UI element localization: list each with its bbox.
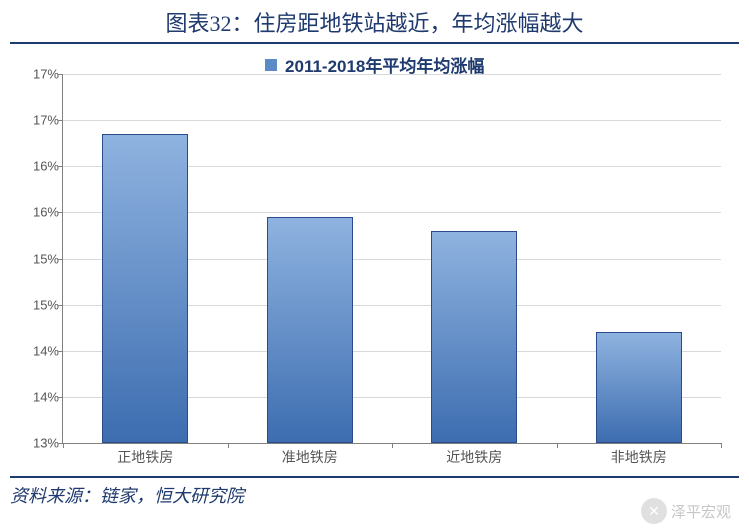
y-axis-label: 15% <box>23 297 59 312</box>
wechat-icon: ✕ <box>641 498 667 524</box>
watermark: ✕ 泽平宏观 <box>641 498 731 524</box>
y-axis-label: 17% <box>23 113 59 128</box>
y-axis-label: 14% <box>23 343 59 358</box>
x-axis-label: 准地铁房 <box>282 447 338 467</box>
x-axis-label: 近地铁房 <box>446 447 502 467</box>
y-tick <box>58 259 63 260</box>
y-axis-label: 16% <box>23 205 59 220</box>
x-axis-label: 非地铁房 <box>611 447 667 467</box>
source-text: 资料来源：链家，恒大研究院 <box>10 486 244 506</box>
figure-container: 图表32：住房距地铁站越近，年均涨幅越大 2011-2018年平均年均涨幅 13… <box>0 0 749 532</box>
y-tick <box>58 212 63 213</box>
x-tick <box>721 443 722 448</box>
x-tick <box>228 443 229 448</box>
y-axis-label: 15% <box>23 251 59 266</box>
gridline <box>63 74 721 75</box>
x-axis-label: 正地铁房 <box>117 447 173 467</box>
watermark-text: 泽平宏观 <box>671 501 731 522</box>
plot-region: 13%14%14%15%15%16%16%17%17%正地铁房准地铁房近地铁房非… <box>62 74 721 444</box>
y-tick <box>58 120 63 121</box>
y-tick <box>58 351 63 352</box>
y-axis-label: 16% <box>23 159 59 174</box>
bar <box>267 217 353 443</box>
chart-title: 图表32：住房距地铁站越近，年均涨幅越大 <box>165 11 583 36</box>
bar <box>431 231 517 443</box>
y-tick <box>58 305 63 306</box>
gridline <box>63 120 721 121</box>
x-tick <box>63 443 64 448</box>
bar <box>596 332 682 443</box>
y-tick <box>58 166 63 167</box>
y-axis-label: 17% <box>23 67 59 82</box>
bar <box>102 134 188 443</box>
y-axis-label: 13% <box>23 436 59 451</box>
x-tick <box>392 443 393 448</box>
x-tick <box>557 443 558 448</box>
chart-area: 2011-2018年平均年均涨幅 13%14%14%15%15%16%16%17… <box>20 52 729 472</box>
title-bar: 图表32：住房距地铁站越近，年均涨幅越大 <box>10 0 739 44</box>
legend-swatch <box>265 59 277 71</box>
y-tick <box>58 74 63 75</box>
y-axis-label: 14% <box>23 389 59 404</box>
y-tick <box>58 397 63 398</box>
source-bar: 资料来源：链家，恒大研究院 <box>10 476 739 508</box>
